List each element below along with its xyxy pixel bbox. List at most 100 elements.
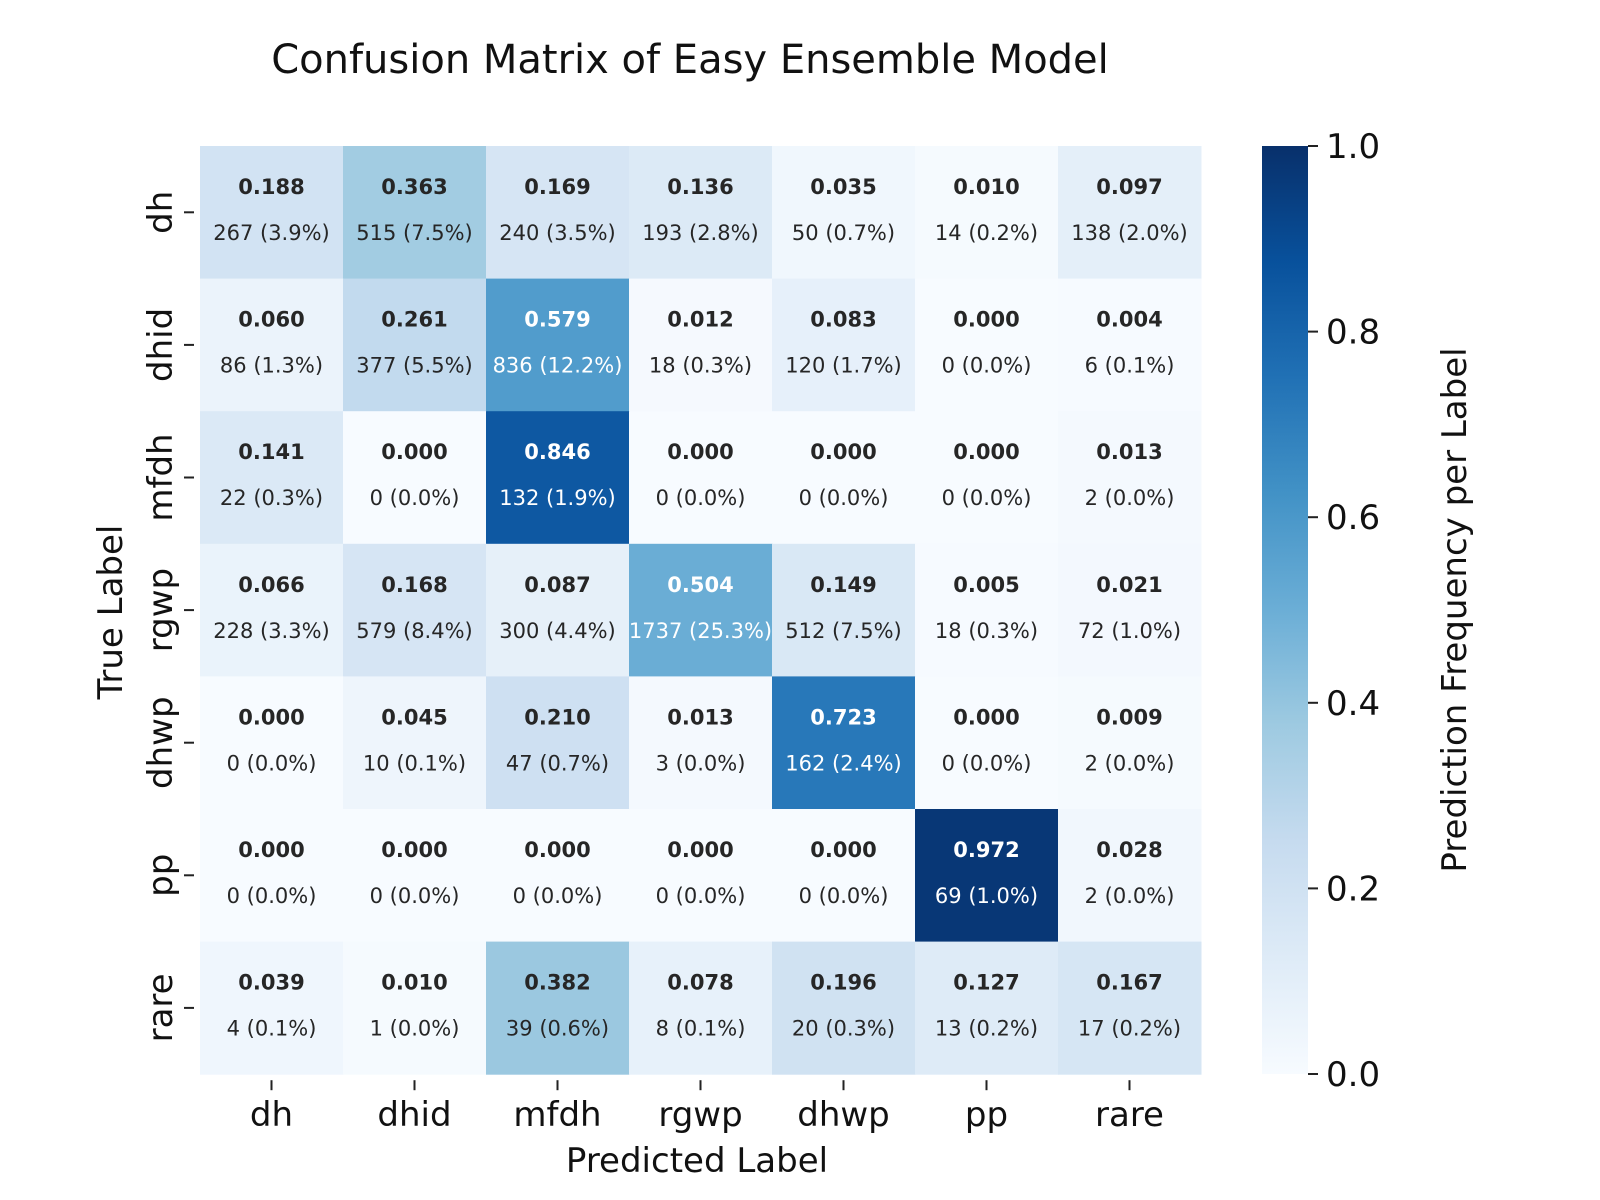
cell-value-label: 0.000	[953, 440, 1019, 464]
heatmap-cell	[772, 809, 916, 943]
colorbar-label: Prediction Frequency per Label	[1435, 347, 1475, 872]
heatmap-cell	[1058, 146, 1202, 280]
cell-count-label: 377 (5.5%)	[356, 354, 473, 378]
cell-count-label: 0 (0.0%)	[942, 486, 1032, 510]
heatmap-cell	[629, 676, 773, 810]
heatmap-cell	[772, 411, 916, 545]
cell-count-label: 0 (0.0%)	[942, 751, 1032, 775]
cell-value-label: 0.000	[381, 838, 447, 862]
cell-count-label: 13 (0.2%)	[935, 1017, 1038, 1041]
cell-count-label: 162 (2.4%)	[785, 751, 902, 775]
cell-value-label: 0.846	[524, 440, 590, 464]
heatmap-cell	[915, 809, 1059, 943]
cell-value-label: 0.010	[381, 971, 447, 995]
heatmap-cell	[1058, 676, 1202, 810]
cell-count-label: 515 (7.5%)	[356, 221, 473, 245]
cell-value-label: 0.000	[953, 308, 1019, 332]
cell-value-label: 0.167	[1096, 971, 1162, 995]
cell-value-label: 0.188	[238, 175, 304, 199]
cell-value-label: 0.210	[524, 705, 590, 729]
y-tick-label: rgwp	[141, 568, 181, 652]
cell-value-label: 0.097	[1096, 175, 1162, 199]
x-tick-label: pp	[965, 1095, 1008, 1135]
y-tick-label: mfdh	[141, 433, 181, 521]
heatmap-cell	[772, 941, 916, 1075]
heatmap-cell	[629, 941, 773, 1075]
heatmap-cell	[915, 411, 1059, 545]
heatmap-cell	[200, 941, 344, 1075]
cell-count-label: 0 (0.0%)	[799, 486, 889, 510]
cell-count-label: 512 (7.5%)	[785, 619, 902, 643]
cell-value-label: 0.000	[810, 440, 876, 464]
heatmap-cell	[486, 941, 630, 1075]
chart-title: Confusion Matrix of Easy Ensemble Model	[271, 37, 1109, 83]
colorbar-tick-label: 0.6	[1326, 498, 1380, 538]
heatmap-cell	[343, 543, 487, 677]
cell-count-label: 579 (8.4%)	[356, 619, 473, 643]
heatmap-cell	[343, 411, 487, 545]
cell-count-label: 50 (0.7%)	[792, 221, 895, 245]
cell-count-label: 69 (1.0%)	[935, 884, 1038, 908]
heatmap-cell	[629, 809, 773, 943]
cell-count-label: 22 (0.3%)	[220, 486, 323, 510]
cell-value-label: 0.000	[810, 838, 876, 862]
cell-value-label: 0.078	[667, 971, 733, 995]
cell-value-label: 0.127	[953, 971, 1019, 995]
cell-count-label: 72 (1.0%)	[1078, 619, 1181, 643]
cell-count-label: 836 (12.2%)	[493, 354, 623, 378]
cell-count-label: 4 (0.1%)	[227, 1017, 317, 1041]
y-axis-ticks: dh dhid mfdh rgwp dhwp pp rare	[141, 191, 194, 1042]
heatmap-cell	[486, 411, 630, 545]
cell-count-label: 14 (0.2%)	[935, 221, 1038, 245]
heatmap-cell	[1058, 543, 1202, 677]
cell-value-label: 0.083	[810, 308, 876, 332]
cell-count-label: 3 (0.0%)	[656, 751, 746, 775]
cell-value-label: 0.168	[381, 573, 447, 597]
y-axis-label: True Label	[91, 525, 131, 701]
cell-count-label: 0 (0.0%)	[942, 354, 1032, 378]
heatmap-cell	[629, 146, 773, 280]
heatmap-cell	[772, 146, 916, 280]
heatmap-cell	[629, 411, 773, 545]
cell-count-label: 0 (0.0%)	[656, 486, 746, 510]
x-tick-label: dh	[250, 1095, 293, 1135]
heatmap-cell	[200, 543, 344, 677]
heatmap-cell	[200, 146, 344, 280]
x-tick-label: rare	[1095, 1095, 1164, 1135]
cell-value-label: 0.000	[667, 440, 733, 464]
heatmap-cell	[486, 543, 630, 677]
cell-count-label: 20 (0.3%)	[792, 1017, 895, 1041]
cell-value-label: 0.261	[381, 308, 447, 332]
cell-count-label: 120 (1.7%)	[785, 354, 902, 378]
heatmap-cell	[343, 146, 487, 280]
cell-count-label: 138 (2.0%)	[1071, 221, 1188, 245]
colorbar-tick-label: 0.0	[1326, 1055, 1380, 1095]
colorbar-ticks: 0.0 0.2 0.4 0.6 0.8 1.0	[1308, 127, 1380, 1095]
heatmap-cell	[915, 278, 1059, 412]
cell-count-label: 47 (0.7%)	[506, 751, 609, 775]
cell-value-label: 0.028	[1096, 838, 1162, 862]
heatmap-cell	[343, 941, 487, 1075]
heatmap-cell	[200, 278, 344, 412]
x-tick-label: dhid	[377, 1095, 451, 1135]
heatmap-cell	[343, 809, 487, 943]
cell-value-label: 0.012	[667, 308, 733, 332]
cell-count-label: 1 (0.0%)	[370, 1017, 460, 1041]
heatmap-cell	[1058, 809, 1202, 943]
cell-count-label: 2 (0.0%)	[1085, 884, 1175, 908]
cell-value-label: 0.363	[381, 175, 447, 199]
y-tick-label: rare	[141, 973, 181, 1042]
cell-count-label: 0 (0.0%)	[799, 884, 889, 908]
cell-value-label: 0.045	[381, 705, 447, 729]
cell-count-label: 240 (3.5%)	[499, 221, 616, 245]
heatmap-cell	[343, 676, 487, 810]
cell-value-label: 0.009	[1096, 705, 1162, 729]
heatmap-cell	[486, 278, 630, 412]
cell-count-label: 0 (0.0%)	[370, 486, 460, 510]
x-tick-label: dhwp	[797, 1095, 890, 1135]
cell-count-label: 2 (0.0%)	[1085, 751, 1175, 775]
heatmap-cells: 0.188 267 (3.9%) 0.363 515 (7.5%) 0.169 240 (…	[200, 146, 1202, 1075]
heatmap-cell	[486, 146, 630, 280]
cell-value-label: 0.382	[524, 971, 590, 995]
cell-count-label: 0 (0.0%)	[656, 884, 746, 908]
